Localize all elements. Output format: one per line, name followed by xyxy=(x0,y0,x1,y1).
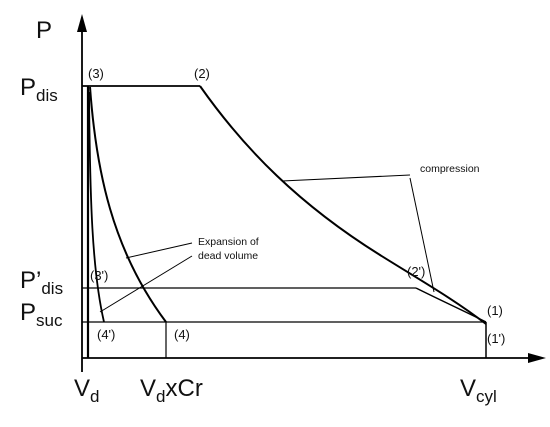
y-axis-label: P xyxy=(36,17,52,44)
expansion-curve xyxy=(89,86,167,323)
xtick-vd: Vd xyxy=(74,375,99,406)
point-label-4: (4) xyxy=(174,327,190,342)
point-label-2-prime: (2') xyxy=(407,264,425,279)
compression-annotation: compression xyxy=(420,163,480,175)
expansion-annotation-line1: Expansion of xyxy=(198,236,259,248)
compression-curve xyxy=(199,85,487,325)
point-label-1-prime: (1') xyxy=(487,331,505,346)
point-label-3: (3) xyxy=(88,66,104,81)
expansion-annotation-line2: dead volume xyxy=(198,250,258,262)
ytick-pdis: Pdis xyxy=(20,74,58,105)
ytick-pdis-prime: P’dis xyxy=(20,267,63,298)
expansion-curve-prime xyxy=(88,91,105,323)
compression-leader xyxy=(281,174,411,182)
point-label-2: (2) xyxy=(194,66,210,81)
point-label-1: (1) xyxy=(487,303,503,318)
expansion-leader xyxy=(125,242,193,259)
x-axis-arrow xyxy=(528,353,546,363)
compression-curve-prime xyxy=(415,287,487,323)
y-axis-arrow xyxy=(77,14,87,32)
ytick-psuc: Psuc xyxy=(20,299,63,330)
xtick-vdxcr: VdxCr xyxy=(140,375,203,406)
xtick-vcyl: Vcyl xyxy=(460,375,497,406)
point-label-4-prime: (4') xyxy=(97,327,115,342)
expansion-leader-2 xyxy=(99,255,193,313)
compression-leader-2 xyxy=(409,177,435,293)
point-label-3-prime: (3') xyxy=(90,268,108,283)
